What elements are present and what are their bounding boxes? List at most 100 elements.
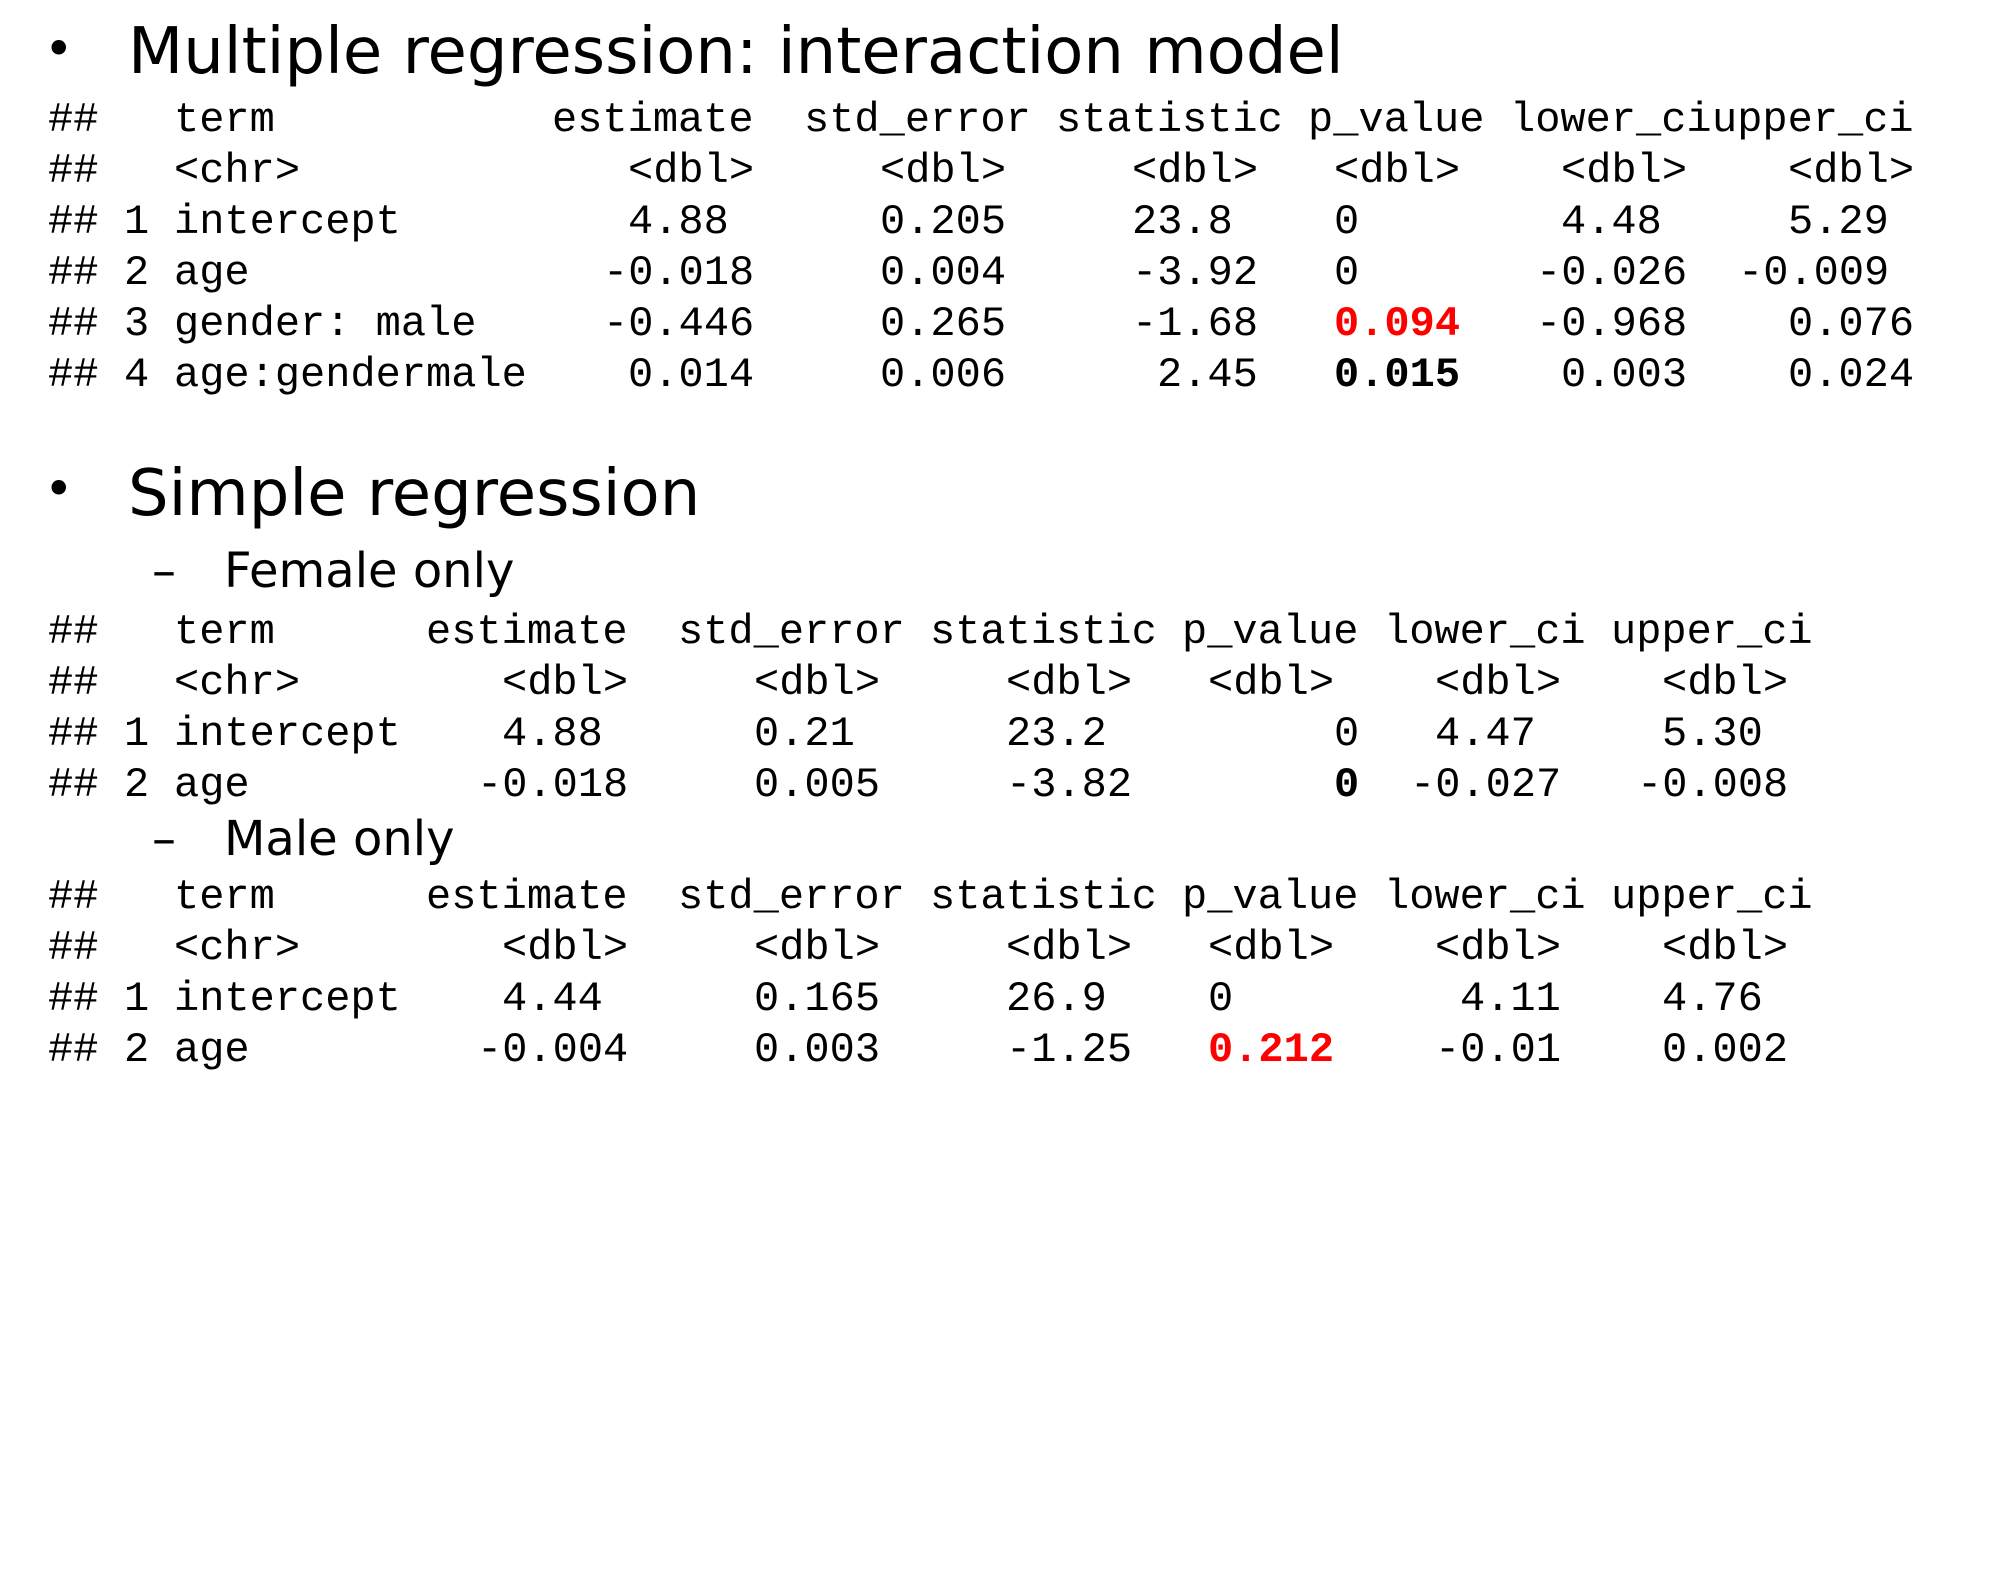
col-header-lower-ci: lower_ci bbox=[1384, 608, 1586, 656]
hash: ## bbox=[48, 608, 99, 656]
row-index: 2 bbox=[124, 761, 150, 809]
col-header-p-value: p_value bbox=[1182, 873, 1359, 921]
col-header-term: term bbox=[174, 608, 275, 656]
cell-upper-ci: 4.76 bbox=[1662, 975, 1763, 1023]
cell-term: gender: male bbox=[174, 300, 477, 348]
cell-upper-ci: 5.29 bbox=[1788, 198, 1889, 246]
type-term: <chr> bbox=[174, 147, 301, 195]
col-header-lower-ci: lower_ci bbox=[1510, 96, 1712, 144]
cell-estimate: -0.004 bbox=[477, 1026, 629, 1074]
table-row: ## 2 age -0.018 0.005 -3.82 0 -0.027 -0.… bbox=[48, 760, 1788, 811]
cell-std-error: 0.005 bbox=[754, 761, 881, 809]
cell-std-error: 0.003 bbox=[754, 1026, 881, 1074]
subheading-label: Male only bbox=[224, 811, 455, 867]
cell-term: intercept bbox=[174, 710, 401, 758]
cell-lower-ci: 4.11 bbox=[1460, 975, 1561, 1023]
subheading-male-only: – Male only bbox=[152, 815, 454, 863]
cell-estimate: -0.446 bbox=[603, 300, 755, 348]
type-estimate: <dbl> bbox=[502, 659, 629, 707]
cell-p-value-highlight: 0.094 bbox=[1334, 300, 1461, 348]
hash: ## bbox=[48, 710, 99, 758]
hash: ## bbox=[48, 975, 99, 1023]
cell-lower-ci: 4.47 bbox=[1435, 710, 1536, 758]
cell-p-value: 0 bbox=[1334, 198, 1360, 246]
col-header-statistic: statistic bbox=[1056, 96, 1283, 144]
cell-term: age:gendermale bbox=[174, 351, 527, 399]
table-row: ## 1 intercept 4.88 0.205 23.8 0 4.48 5.… bbox=[48, 197, 1889, 248]
hash: ## bbox=[48, 96, 99, 144]
cell-upper-ci: -0.008 bbox=[1637, 761, 1789, 809]
cell-term: age bbox=[174, 249, 250, 297]
col-header-statistic: statistic bbox=[930, 873, 1157, 921]
cell-lower-ci: -0.01 bbox=[1435, 1026, 1562, 1074]
table-row: ## 2 age -0.004 0.003 -1.25 0.212 -0.01 … bbox=[48, 1025, 1788, 1076]
hash: ## bbox=[48, 300, 99, 348]
cell-estimate: 4.44 bbox=[502, 975, 603, 1023]
cell-p-value-bold: 0 bbox=[1334, 761, 1360, 809]
cell-term: age bbox=[174, 761, 250, 809]
type-statistic: <dbl> bbox=[1006, 659, 1133, 707]
hash: ## bbox=[48, 659, 99, 707]
female-only-table: ## term estimate std_error statistic p_v… bbox=[48, 607, 1813, 811]
heading-interaction-model: Multiple regression: interaction model bbox=[128, 15, 1344, 89]
cell-lower-ci: -0.968 bbox=[1536, 300, 1688, 348]
table-type-row: ## <chr> <dbl> <dbl> <dbl> <dbl> <dbl> <… bbox=[48, 923, 1788, 974]
cell-lower-ci: 0.003 bbox=[1561, 351, 1688, 399]
table-header-row: ## term estimate std_error statistic p_v… bbox=[48, 872, 1813, 923]
row-index: 1 bbox=[124, 975, 150, 1023]
cell-statistic: -3.92 bbox=[1132, 249, 1259, 297]
cell-estimate: -0.018 bbox=[477, 761, 629, 809]
cell-lower-ci: -0.027 bbox=[1410, 761, 1562, 809]
type-estimate: <dbl> bbox=[628, 147, 755, 195]
col-header-upper-ci: upper_ci bbox=[1712, 96, 1914, 144]
cell-std-error: 0.205 bbox=[880, 198, 1007, 246]
cell-upper-ci: 0.002 bbox=[1662, 1026, 1789, 1074]
table-type-row: ## <chr> <dbl> <dbl> <dbl> <dbl> <dbl> <… bbox=[48, 658, 1788, 709]
hash: ## bbox=[48, 1026, 99, 1074]
type-upper-ci: <dbl> bbox=[1788, 147, 1915, 195]
col-header-std-error: std_error bbox=[804, 96, 1031, 144]
male-only-table: ## term estimate std_error statistic p_v… bbox=[48, 872, 1813, 1076]
cell-term: intercept bbox=[174, 975, 401, 1023]
cell-p-value: 0 bbox=[1334, 249, 1360, 297]
type-statistic: <dbl> bbox=[1132, 147, 1259, 195]
cell-term: age bbox=[174, 1026, 250, 1074]
table-type-row: ## <chr> <dbl> <dbl> <dbl> <dbl> <dbl> <… bbox=[48, 146, 1914, 197]
type-p-value: <dbl> bbox=[1334, 147, 1461, 195]
col-header-estimate: estimate bbox=[552, 96, 754, 144]
subheading-label: Female only bbox=[224, 543, 515, 599]
subheading-female-only: – Female only bbox=[152, 547, 514, 595]
cell-statistic: -3.82 bbox=[1006, 761, 1133, 809]
heading-simple-regression: Simple regression bbox=[128, 457, 701, 531]
cell-statistic: -1.68 bbox=[1132, 300, 1259, 348]
cell-p-value: 0 bbox=[1334, 710, 1360, 758]
type-std-error: <dbl> bbox=[754, 924, 881, 972]
dash: – bbox=[152, 543, 176, 599]
cell-std-error: 0.21 bbox=[754, 710, 855, 758]
col-header-p-value: p_value bbox=[1308, 96, 1485, 144]
type-term: <chr> bbox=[174, 659, 301, 707]
cell-std-error: 0.265 bbox=[880, 300, 1007, 348]
cell-statistic: 2.45 bbox=[1157, 351, 1258, 399]
cell-estimate: 4.88 bbox=[502, 710, 603, 758]
col-header-statistic: statistic bbox=[930, 608, 1157, 656]
table-row: ## 3 gender: male -0.446 0.265 -1.68 0.0… bbox=[48, 299, 1914, 350]
row-index: 1 bbox=[124, 198, 150, 246]
bullet: • bbox=[44, 20, 74, 78]
hash: ## bbox=[48, 351, 99, 399]
table-header-row: ## term estimate std_error statistic p_v… bbox=[48, 607, 1813, 658]
col-header-term: term bbox=[174, 873, 275, 921]
type-p-value: <dbl> bbox=[1208, 659, 1335, 707]
row-index: 2 bbox=[124, 249, 150, 297]
hash: ## bbox=[48, 924, 99, 972]
cell-lower-ci: 4.48 bbox=[1561, 198, 1662, 246]
cell-std-error: 0.004 bbox=[880, 249, 1007, 297]
table-header-row: ## term estimate std_error statistic p_v… bbox=[48, 95, 1914, 146]
cell-estimate: -0.018 bbox=[603, 249, 755, 297]
cell-p-value: 0 bbox=[1208, 975, 1234, 1023]
type-lower-ci: <dbl> bbox=[1561, 147, 1688, 195]
col-header-std-error: std_error bbox=[678, 608, 905, 656]
hash: ## bbox=[48, 147, 99, 195]
col-header-lower-ci: lower_ci bbox=[1384, 873, 1586, 921]
cell-upper-ci: -0.009 bbox=[1738, 249, 1890, 297]
